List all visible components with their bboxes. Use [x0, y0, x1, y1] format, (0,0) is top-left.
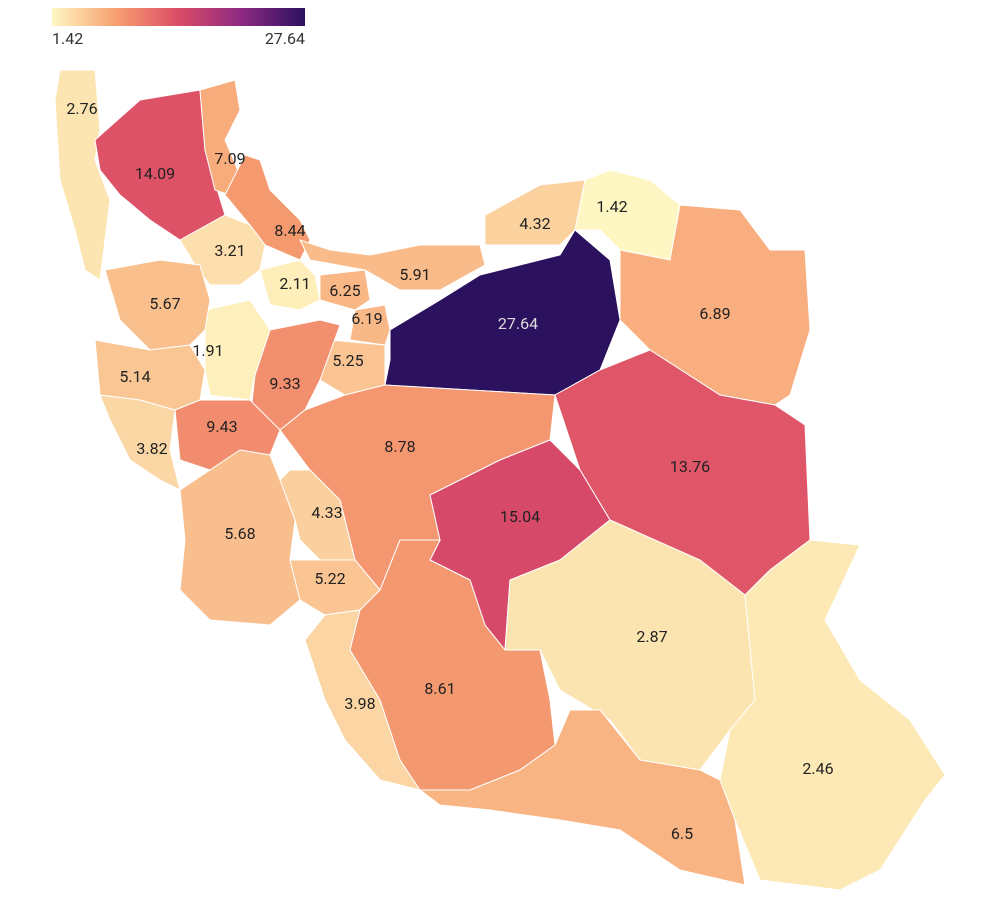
region-label: 6.19 — [351, 309, 382, 328]
region-label: 6.5 — [671, 824, 693, 843]
region-label: 5.91 — [399, 265, 430, 284]
region-label: 5.14 — [119, 367, 150, 386]
region-label: 1.91 — [192, 341, 223, 360]
region-label: 2.76 — [66, 99, 97, 118]
legend-max: 27.64 — [265, 29, 305, 48]
region — [54, 69, 111, 281]
region-label: 8.44 — [274, 221, 305, 240]
legend-colorbar — [52, 8, 305, 26]
region-label: 13.76 — [670, 457, 710, 476]
region-label: 5.67 — [149, 294, 180, 313]
region-label: 3.21 — [214, 241, 245, 260]
region — [104, 259, 211, 351]
region-label: 4.32 — [519, 214, 550, 233]
region-label: 5.22 — [314, 569, 345, 588]
region-label: 9.43 — [206, 417, 237, 436]
region — [299, 239, 486, 291]
region — [384, 229, 621, 396]
region-label: 2.87 — [636, 627, 667, 646]
region — [349, 304, 391, 346]
legend-min: 1.42 — [52, 29, 83, 48]
region-label: 5.25 — [332, 351, 363, 370]
region-label: 1.42 — [596, 197, 627, 216]
region-label: 2.46 — [802, 759, 833, 778]
region-label: 8.61 — [424, 679, 455, 698]
region-label: 7.09 — [214, 149, 245, 168]
region-label: 8.78 — [384, 437, 415, 456]
region-label: 4.33 — [311, 503, 342, 522]
region-label: 6.89 — [699, 304, 730, 323]
region-label: 3.98 — [344, 694, 375, 713]
region-label: 2.11 — [279, 274, 310, 293]
region — [349, 539, 556, 791]
region-label: 15.04 — [500, 507, 540, 526]
region — [504, 519, 756, 771]
region-label: 14.09 — [135, 164, 175, 183]
region-label: 27.64 — [498, 314, 538, 333]
region-label: 6.25 — [329, 281, 360, 300]
region — [418, 709, 746, 886]
region — [719, 539, 946, 891]
region — [319, 269, 371, 311]
region-label: 3.82 — [136, 439, 167, 458]
region — [484, 179, 586, 246]
region-label: 9.33 — [269, 374, 300, 393]
region-label: 5.68 — [224, 524, 255, 543]
region — [204, 299, 271, 401]
